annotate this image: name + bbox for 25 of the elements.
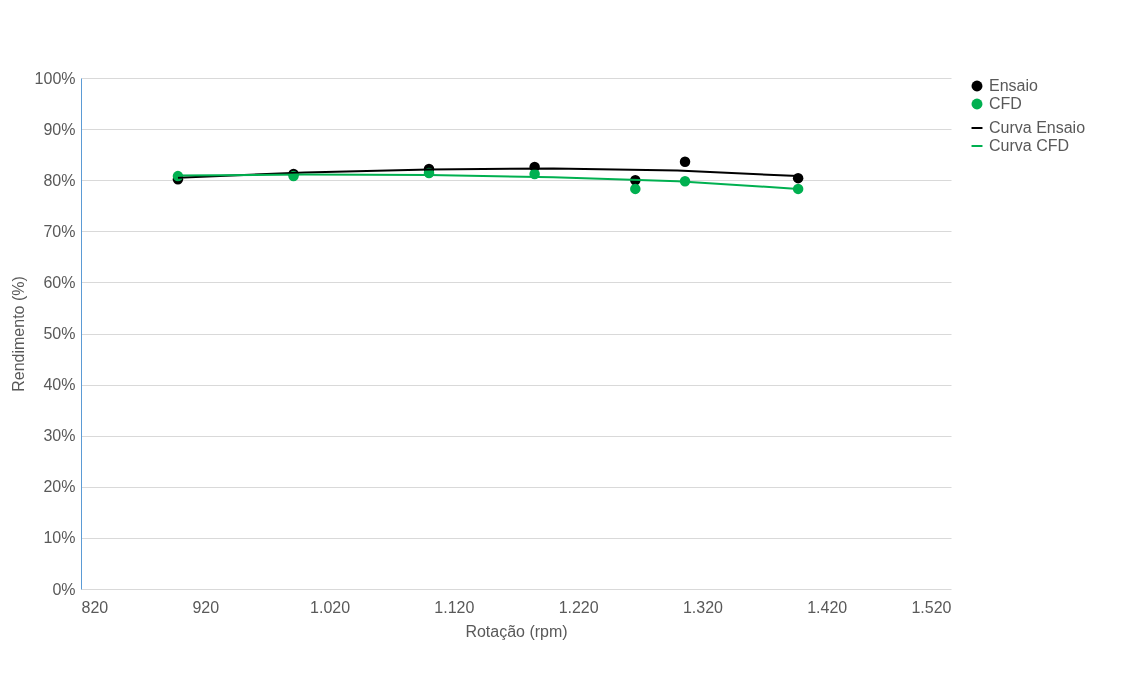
x-tick-label: 920 <box>192 598 220 616</box>
y-tick-label: 0% <box>52 580 76 598</box>
y-tick-label: 60% <box>43 273 76 291</box>
legend-label: Ensaio <box>989 77 1039 94</box>
y-tick-label: 20% <box>43 478 76 496</box>
x-tick-label: 1.320 <box>682 598 724 616</box>
x-tick-label: 820 <box>81 598 109 616</box>
y-tick-label: 40% <box>43 376 76 394</box>
legend-label: Curva CFD <box>989 137 1070 154</box>
x-tick-label: 1.520 <box>911 598 952 616</box>
x-tick-label: 1.120 <box>434 598 475 616</box>
y-tick-label: 70% <box>43 222 76 240</box>
y-tick-label: 100% <box>34 69 76 87</box>
y-axis-title: Rendimento (%) <box>9 276 27 392</box>
x-tick-label: 1.020 <box>310 598 351 616</box>
x-tick-label: 1.220 <box>558 598 599 616</box>
y-tick-label: 10% <box>43 529 76 547</box>
y-tick-label: 30% <box>43 427 76 445</box>
y-tick-label: 80% <box>43 171 76 189</box>
y-tick-label: 90% <box>43 120 76 138</box>
legend-label: Curva Ensaio <box>989 119 1086 136</box>
x-axis-title: Rotação (rpm) <box>465 622 568 640</box>
legend-label: CFD <box>989 95 1022 112</box>
x-tick-label: 1.420 <box>807 598 848 616</box>
y-tick-label: 50% <box>43 325 76 342</box>
